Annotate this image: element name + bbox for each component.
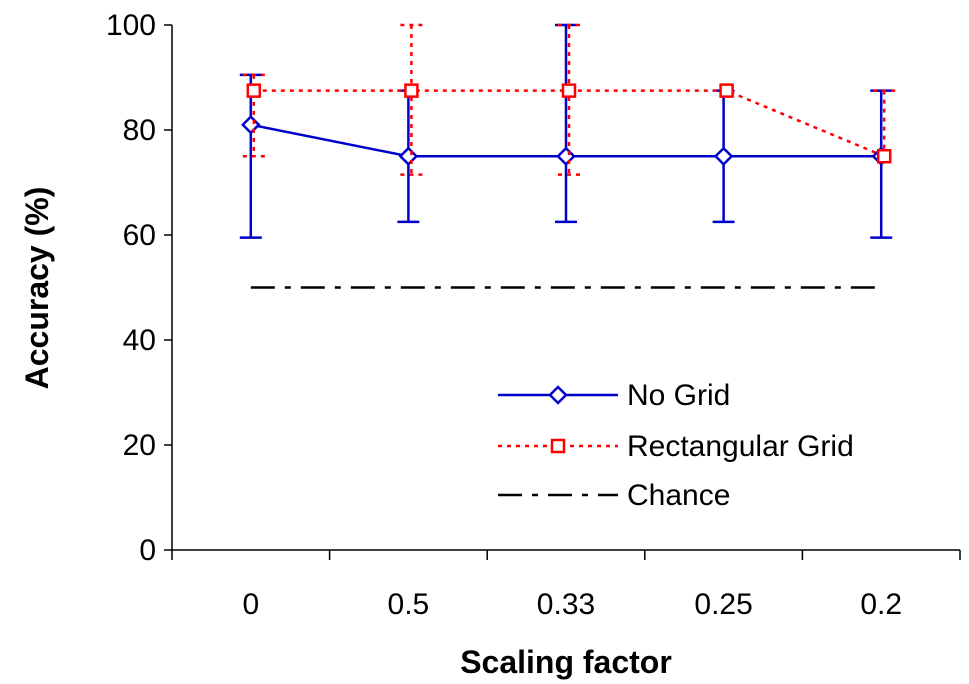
data-point [876,149,892,164]
data-point [398,146,419,167]
legend-item: Rectangular Grid [498,430,854,463]
y-tick-label: 100 [106,9,156,42]
series-no-grid [239,23,893,239]
y-tick-label: 0 [139,534,156,567]
y-tick-label: 20 [123,429,156,462]
data-point [561,83,577,98]
data-point [719,83,734,98]
legend-label: Chance [627,479,730,512]
legend-label: Rectangular Grid [627,430,854,463]
x-tick-label: 0.25 [694,588,752,621]
x-tick-label: 0 [242,588,259,621]
x-tick-label: 0.33 [537,588,595,621]
legend: No Grid Rectangular Grid Chance [498,379,854,512]
x-tick-label: 0.2 [860,588,902,621]
series-rectangular-grid [242,23,896,176]
legend-label: No Grid [627,379,730,412]
legend-item: Chance [498,479,730,512]
data-point [404,83,419,98]
data-point [713,146,734,167]
legend-item: No Grid [498,379,730,412]
data-point [241,114,261,135]
data-point [246,83,262,98]
y-axis-title: Accuracy (%) [19,187,55,390]
x-axis-title: Scaling factor [460,644,672,680]
y-tick-label: 60 [123,219,156,252]
x-tick-label: 0.5 [388,588,430,621]
y-tick-label: 40 [123,324,156,357]
y-tick-label: 80 [123,114,156,147]
axes: 0 20 40 60 80 100 0 0.5 0.33 0.25 0.2 [106,9,961,621]
data-point [556,146,576,167]
series-layer [239,23,896,289]
legend-marker [548,385,568,405]
legend-marker [550,438,566,454]
